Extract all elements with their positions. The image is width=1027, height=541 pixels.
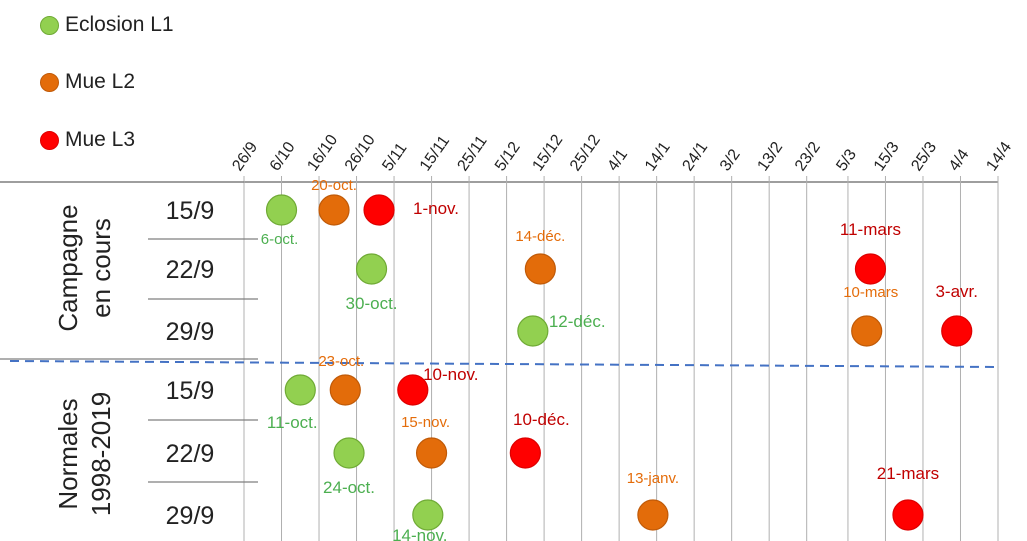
data-point-eclosion-l1 — [412, 499, 444, 531]
data-label: 21-mars — [877, 464, 939, 483]
data-label: 10-déc. — [513, 410, 570, 429]
legend-marker-icon — [40, 15, 59, 35]
row-label: 29/9 — [166, 318, 215, 346]
row-structure: Campagne en cours Normales 1998-2019 — [0, 181, 258, 516]
data-point-mue-l2 — [637, 499, 669, 531]
legend-label: Eclosion L1 — [65, 13, 174, 36]
data-point-mue-l2 — [851, 315, 883, 347]
legend-label: Mue L3 — [65, 128, 136, 151]
x-tick-label: 26/9 — [229, 139, 261, 174]
data-label: 1-nov. — [413, 199, 459, 218]
data-point-eclosion-l1 — [265, 194, 298, 226]
data-point-eclosion-l1 — [517, 315, 549, 347]
data-label: 6-oct. — [261, 231, 299, 248]
x-tick-label: 26/10 — [342, 132, 379, 175]
data-label: 14-nov. — [392, 526, 447, 541]
x-tick-label: 25/11 — [454, 133, 490, 175]
group-label-campagne-line2: en cours — [86, 218, 116, 318]
x-tick-label: 25/12 — [567, 132, 604, 175]
legend-label: Mue L2 — [65, 70, 136, 93]
x-tick-label: 6/10 — [267, 139, 299, 174]
data-point-mue-l3 — [854, 253, 887, 285]
data-point-mue-l3 — [892, 499, 924, 531]
data-label: 30-oct. — [346, 294, 398, 313]
grid-layer — [9, 176, 1001, 541]
legend-marker-icon — [40, 130, 59, 150]
data-point-eclosion-l1 — [333, 437, 365, 469]
row-labels: 15/9 22/9 29/9 15/9 22/9 29/9 — [166, 197, 215, 530]
legend-marker-icon — [40, 72, 59, 92]
x-tick-label: 15/3 — [871, 139, 903, 174]
x-tick-label: 14/1 — [642, 139, 674, 174]
data-points — [265, 194, 973, 531]
group-label-normales-line1: Normales — [53, 398, 83, 509]
row-label: 22/9 — [166, 256, 215, 284]
data-point-eclosion-l1 — [355, 253, 388, 285]
legend-item-eclosion-l1: Eclosion L1 — [40, 12, 174, 38]
data-point-mue-l3 — [509, 437, 541, 469]
x-tick-label: 4/4 — [946, 146, 973, 174]
data-label: 3-avr. — [935, 282, 978, 301]
x-tick-label: 5/11 — [379, 140, 410, 174]
data-label: 13-janv. — [627, 470, 679, 487]
data-label: 14-déc. — [515, 228, 565, 245]
legend-item-mue-l2: Mue L2 — [40, 69, 135, 95]
data-point-mue-l2 — [318, 194, 350, 226]
x-tick-label: 16/10 — [304, 132, 341, 175]
data-label: 15-nov. — [401, 414, 450, 431]
data-label: 24-oct. — [323, 478, 375, 497]
data-point-mue-l3 — [397, 374, 429, 406]
x-tick-labels: 26/9 6/10 16/10 26/10 5/11 15/11 25/11 5/12 15/1… — [229, 132, 1015, 175]
group-label-normales-line2: 1998-2019 — [86, 392, 116, 516]
group-label-campagne-line1: Campagne — [53, 204, 83, 331]
x-tick-label: 15/11 — [417, 133, 453, 175]
row-label: 15/9 — [166, 377, 215, 405]
row-label: 15/9 — [166, 197, 215, 225]
data-label: 10-nov. — [423, 365, 478, 384]
x-tick-label: 23/2 — [792, 139, 824, 174]
row-label: 22/9 — [166, 440, 215, 468]
row-label: 29/9 — [166, 502, 215, 530]
data-point-mue-l3 — [941, 315, 973, 347]
data-point-mue-l2 — [524, 253, 556, 285]
data-point-mue-l2 — [329, 374, 361, 406]
group-divider-dashed — [9, 360, 1001, 368]
data-point-eclosion-l1 — [284, 374, 316, 406]
data-point-mue-l3 — [363, 194, 395, 226]
data-label: 20-oct. — [311, 177, 357, 194]
x-tick-label: 13/2 — [755, 139, 787, 174]
data-label: 11-oct. — [267, 413, 318, 432]
x-tick-label: 4/1 — [604, 146, 631, 174]
legend-item-mue-l3: Mue L3 — [40, 127, 135, 153]
x-tick-label: 5/3 — [833, 146, 860, 174]
x-tick-label: 3/2 — [717, 146, 744, 174]
x-tick-label: 15/12 — [529, 132, 566, 175]
x-tick-label: 14/4 — [983, 139, 1015, 174]
x-tick-label: 24/1 — [680, 139, 712, 174]
x-tick-label: 5/12 — [492, 139, 524, 174]
data-label: 11-mars — [840, 220, 901, 239]
x-tick-label: 25/3 — [908, 139, 940, 174]
data-label: 12-déc. — [549, 312, 606, 331]
data-point-mue-l2 — [415, 437, 448, 469]
data-label: 10-mars — [843, 284, 898, 301]
data-labels: 6-oct. 20-oct. 1-nov. 30-oct. 14-déc. 11-mars… — [261, 177, 978, 541]
data-label: 23-oct. — [318, 353, 364, 370]
